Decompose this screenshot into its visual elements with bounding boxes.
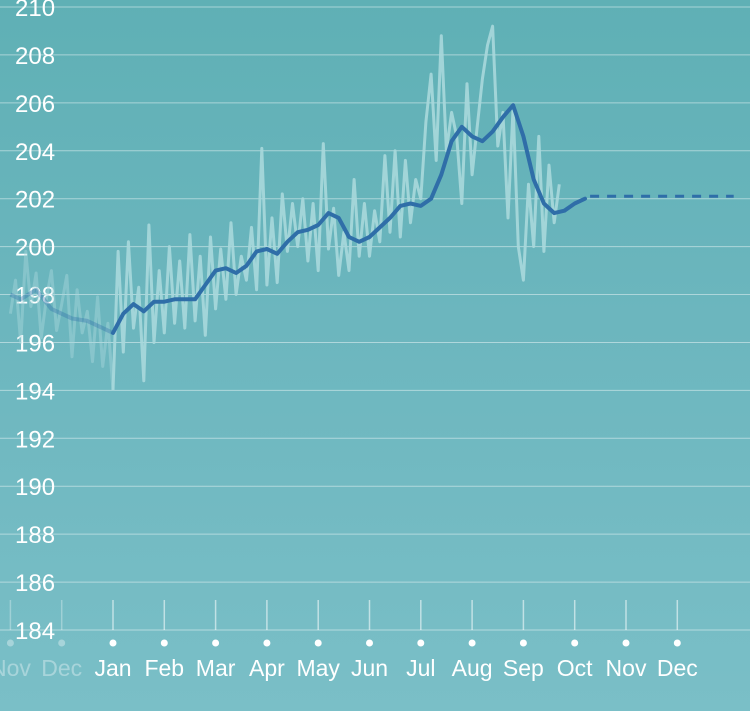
y-tick-label: 202 (15, 187, 55, 214)
y-tick-label: 196 (15, 330, 55, 357)
x-tick-label-previous: Dec (41, 655, 82, 681)
trend-line-previous (9, 287, 114, 335)
month-dot (468, 639, 476, 647)
month-dot (263, 639, 271, 647)
month-dot (314, 639, 322, 647)
y-tick-label: 198 (15, 283, 55, 310)
x-tick-label: Dec (657, 655, 698, 681)
y-tick-label: 208 (15, 43, 55, 70)
month-dot (519, 639, 527, 647)
x-tick-label: Oct (557, 655, 593, 681)
x-tick-label: Aug (452, 655, 493, 681)
x-tick-label-previous: Nov (0, 655, 31, 681)
month-dot (212, 639, 220, 647)
y-tick-label: 194 (15, 378, 55, 405)
y-tick-label: 204 (15, 139, 55, 166)
grid-layer (0, 6, 750, 631)
y-tick-label: 192 (15, 426, 55, 453)
x-tick-label: Feb (144, 655, 184, 681)
month-dot (160, 639, 168, 647)
month-dot (366, 639, 373, 647)
y-tick-label: 186 (15, 570, 55, 597)
daily-weight-line-previous (8, 249, 115, 391)
x-tick-label: Jan (94, 655, 131, 681)
y-axis: 184 186 188 190 192 194 196 198 200 202 204 206 208 2… (15, 0, 55, 645)
y-tick-label: 206 (15, 91, 55, 118)
daily-weight-line (111, 24, 561, 391)
x-tick-label: Apr (249, 655, 285, 681)
x-tick-label: Sep (503, 655, 544, 681)
month-dot (673, 639, 681, 647)
month-dot (58, 639, 66, 647)
x-tick-label: May (296, 655, 340, 681)
x-tick-label: Jul (406, 655, 435, 681)
x-axis: Nov Dec Jan Feb Mar Apr May Jun Jul Aug Sep Oct Nov D… (0, 600, 698, 681)
x-tick-label: Mar (196, 655, 236, 681)
month-dot (6, 639, 14, 647)
month-dot (571, 639, 579, 647)
x-tick-label: Nov (606, 655, 647, 681)
y-tick-label: 184 (15, 618, 55, 645)
y-tick-label: 200 (15, 235, 55, 262)
series-layer (8, 24, 734, 391)
y-tick-label: 188 (15, 522, 55, 549)
y-tick-label: 190 (15, 474, 55, 501)
month-dot (109, 639, 117, 647)
trend-line (111, 103, 587, 335)
month-dot (622, 639, 630, 647)
x-tick-label: Jun (351, 655, 388, 681)
y-tick-label: 210 (15, 0, 55, 22)
month-dot (417, 639, 425, 647)
